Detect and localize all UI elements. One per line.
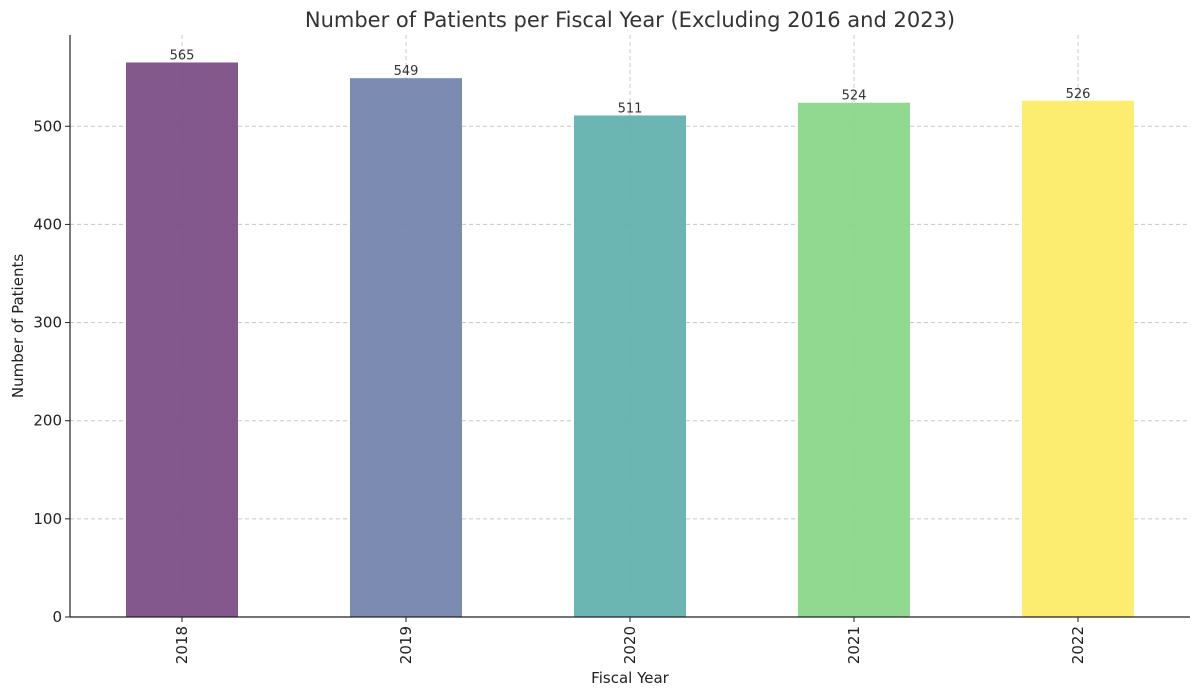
data-label-2021: 524 [842, 89, 867, 104]
data-label-2019: 549 [394, 64, 419, 79]
y-tick-label: 400 [33, 215, 62, 233]
y-axis-label: Number of Patients [9, 254, 27, 398]
y-tick-label: 0 [52, 608, 62, 626]
x-tick-label-2020: 2020 [621, 626, 639, 664]
x-axis-label: Fiscal Year [591, 669, 669, 687]
chart-title: Number of Patients per Fiscal Year (Excl… [305, 8, 955, 32]
x-ticks: 2018 2019 2020 2021 2022 [173, 617, 1087, 664]
x-tick-label-2022: 2022 [1069, 626, 1087, 664]
bars [126, 62, 1134, 618]
y-tick-label: 200 [33, 412, 62, 430]
data-labels: 565 549 511 524 526 [170, 48, 1091, 116]
bar-2022 [1022, 100, 1134, 618]
y-ticks: 0 100 200 300 400 500 [33, 117, 70, 626]
bar-2019 [350, 78, 462, 617]
bar-2021 [798, 102, 910, 617]
data-label-2018: 565 [170, 48, 195, 63]
x-tick-label-2019: 2019 [397, 626, 415, 664]
y-tick-label: 300 [33, 314, 62, 332]
data-label-2022: 526 [1066, 87, 1091, 102]
bar-2020 [574, 115, 686, 618]
x-tick-label-2018: 2018 [173, 626, 191, 664]
y-tick-label: 100 [33, 510, 62, 528]
data-label-2020: 511 [618, 101, 643, 116]
bar-2018 [126, 62, 238, 618]
y-tick-label: 500 [33, 117, 62, 135]
x-tick-label-2021: 2021 [845, 626, 863, 664]
